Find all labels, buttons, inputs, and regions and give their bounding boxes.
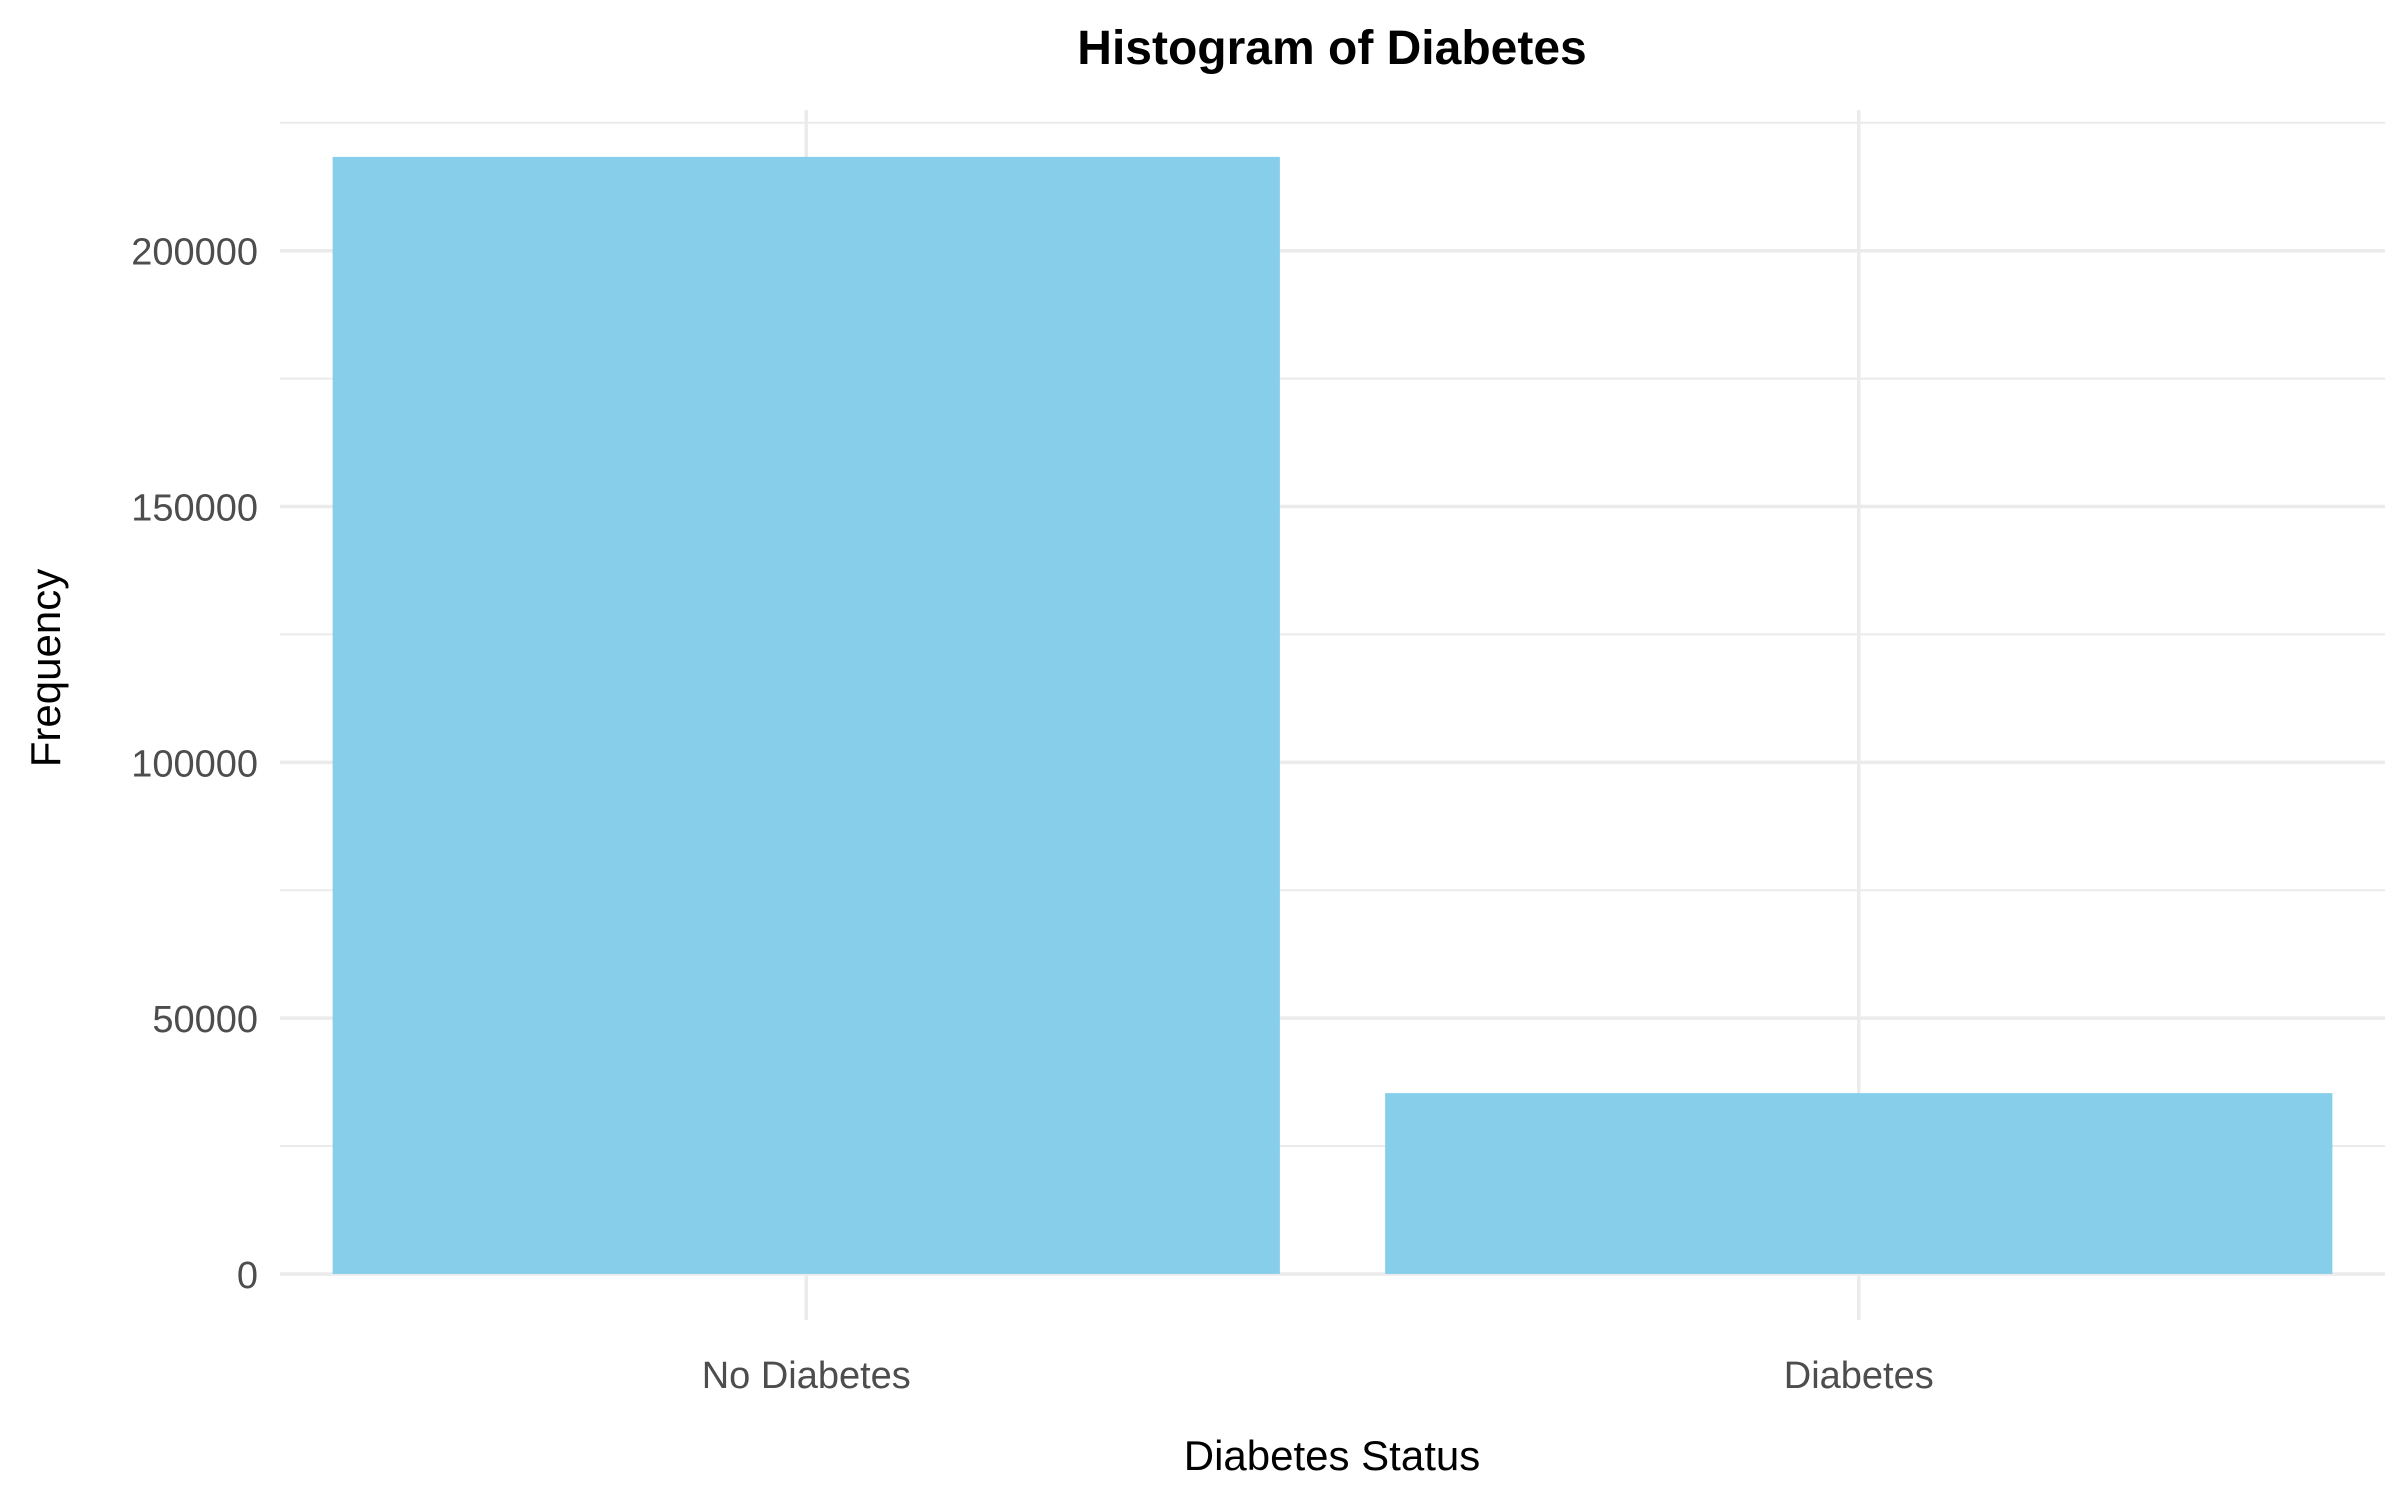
bars [332,156,2333,1274]
x-tick-label: No Diabetes [702,1355,911,1397]
y-tick-label: 150000 [131,488,258,530]
y-tick-label: 50000 [152,999,258,1041]
bar-diabetes [1385,1093,2333,1274]
x-axis-label: Diabetes Status [1184,1432,1481,1479]
x-axis-ticks: No Diabetes Diabetes [702,1355,1934,1397]
y-axis-label: Frequency [22,569,69,767]
y-tick-label: 100000 [131,743,258,785]
chart-title: Histogram of Diabetes [1077,22,1586,75]
y-tick-label: 200000 [131,232,258,274]
y-tick-label: 0 [237,1255,258,1297]
bar-no-diabetes [332,156,1280,1274]
x-tick-label: Diabetes [1784,1355,1934,1397]
y-axis-ticks: 0 50000 100000 150000 200000 [131,232,258,1297]
